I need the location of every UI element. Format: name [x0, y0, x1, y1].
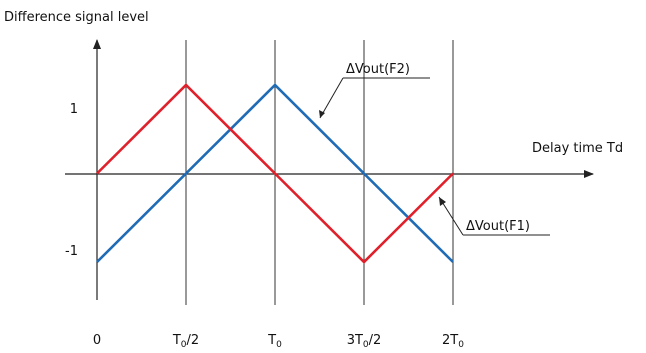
series-line-f1 [96, 83, 454, 264]
callout-f1-arrowhead [439, 197, 446, 206]
callout-f2: ΔVout(F2) [319, 62, 430, 119]
x-tick-label: 2T0 [442, 333, 464, 350]
x-tick-label: 3T0/2 [347, 333, 382, 350]
y-tick-label-minus-1: -1 [65, 244, 78, 259]
x-tick-label: T0 [267, 333, 282, 350]
series-line-f2 [96, 83, 454, 263]
x-tick-label: T0/2 [172, 333, 199, 350]
vertical-grid-lines [185, 40, 454, 305]
y-tick-label-1: 1 [70, 102, 78, 117]
callout-f2-label: ΔVout(F2) [346, 62, 410, 77]
callout-f1-label: ΔVout(F1) [466, 219, 530, 234]
callout-f1: ΔVout(F1) [438, 196, 550, 236]
x-axis-label: Delay time Td [532, 141, 623, 156]
callout-f2-arrowhead [319, 110, 325, 118]
y-axis-label: Difference signal level [4, 10, 149, 25]
x-tick-label: 0 [93, 333, 101, 348]
x-tick-labels: 0 T0/2 T0 3T0/2 2T0 [93, 333, 464, 350]
callout-f2-leader [319, 77, 344, 119]
